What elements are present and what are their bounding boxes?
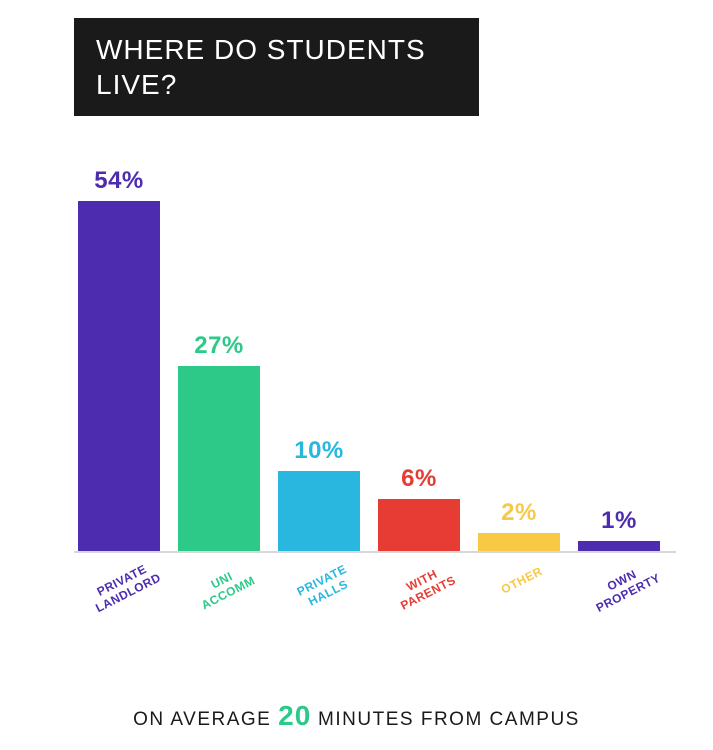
bar-rect-1 [178, 366, 260, 551]
bar-label-3: WITH PARENTS [381, 555, 470, 619]
bar-label-1: UNI ACCOMM [181, 555, 270, 619]
bar-2: 10% [276, 437, 362, 551]
labels-row: PRIVATE LANDLORDUNI ACCOMMPRIVATE HALLSW… [74, 561, 676, 589]
bar-chart: 54%27%10%6%2%1% PRIVATE LANDLORDUNI ACCO… [74, 173, 676, 613]
bar-3: 6% [376, 465, 462, 551]
bar-rect-0 [78, 201, 160, 551]
bar-rect-5 [578, 541, 660, 551]
bar-5: 1% [576, 507, 662, 551]
footer-caption: ON AVERAGE 20 MINUTES FROM CAMPUS [0, 700, 713, 732]
bar-value-3: 6% [401, 465, 437, 493]
bar-rect-3 [378, 499, 460, 551]
bar-value-2: 10% [294, 437, 344, 465]
bar-value-5: 1% [601, 507, 637, 535]
bar-label-4: OTHER [481, 555, 570, 619]
bar-label-5: OWN PROPERTY [581, 555, 670, 619]
page-title: WHERE DO STUDENTS LIVE? [74, 18, 479, 116]
footer-number: 20 [278, 700, 311, 731]
bar-rect-2 [278, 471, 360, 551]
bars-container: 54%27%10%6%2%1% [74, 173, 676, 553]
bar-0: 54% [76, 167, 162, 551]
footer-suffix: MINUTES FROM CAMPUS [311, 709, 580, 730]
footer-prefix: ON AVERAGE [133, 709, 278, 730]
bar-value-0: 54% [94, 167, 144, 195]
bar-4: 2% [476, 499, 562, 551]
bar-label-2: PRIVATE HALLS [281, 555, 370, 619]
bar-rect-4 [478, 533, 560, 551]
bar-value-1: 27% [194, 332, 244, 360]
bar-1: 27% [176, 332, 262, 551]
bar-label-0: PRIVATE LANDLORD [81, 555, 170, 619]
bar-value-4: 2% [501, 499, 537, 527]
